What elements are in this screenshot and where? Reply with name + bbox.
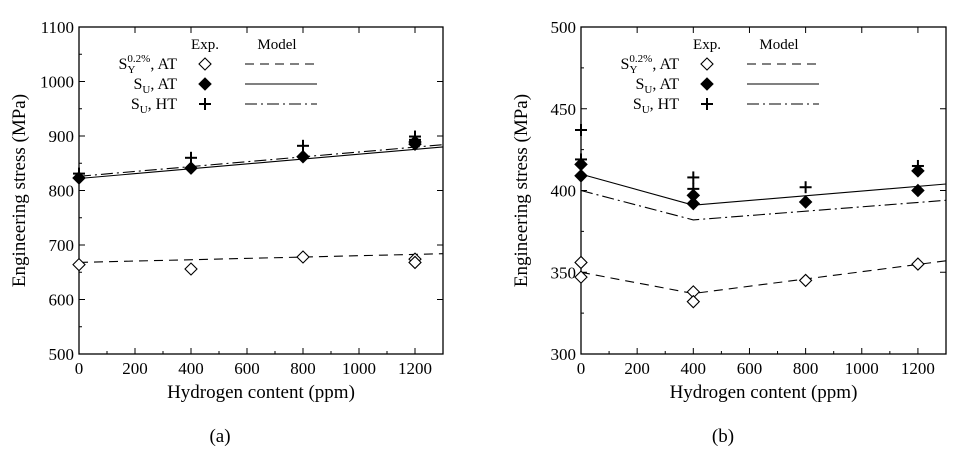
a-y-tick-label-2: 700: [49, 236, 75, 255]
legend-header-exp: Exp.: [693, 37, 721, 53]
a-open-diamond-point-2: [296, 250, 310, 264]
b-filled-diamond-point-1: [574, 169, 588, 183]
a-x-tick-label-0: 0: [75, 359, 84, 378]
b-open-diamond-point-3: [686, 294, 701, 309]
a-open-diamond-point-4: [408, 255, 422, 270]
b-open-diamond-point-0: [574, 255, 588, 270]
b-x-tick-label-1: 200: [624, 359, 650, 378]
b-x-tick-label-0: 0: [577, 359, 586, 378]
b-y-tick-label-3: 450: [551, 100, 577, 119]
b-open-diamond-point-5: [911, 257, 925, 271]
legend-marker-1: [700, 77, 714, 91]
b-y-tick-label-1: 350: [551, 263, 577, 282]
a-y-tick-label-0: 500: [49, 345, 75, 364]
b-open-diamond-point-1: [574, 270, 588, 284]
a-y-tick-label-4: 900: [49, 127, 75, 146]
panel-a: 0 200 400 600 800 1000 1200 500 600 700 800 900 1000…: [9, 18, 444, 403]
b-plus-point-3: [687, 182, 700, 195]
b-filled-diamond-point-3: [686, 196, 701, 211]
a-y-axis-title: Engineering stress (MPa): [9, 94, 30, 287]
b-y-tick-label-4: 500: [551, 18, 577, 37]
a-x-axis-title: Hydrogen content (ppm): [167, 382, 355, 403]
panel-b: 0 200 400 600 800 1000 1200 300 350 400 450 500 Hydr…: [511, 18, 947, 403]
b-plus-point-2: [687, 171, 700, 184]
legend-label-2: SU, HT: [131, 96, 177, 116]
legend-label-1: SU, AT: [133, 76, 177, 96]
legend-marker-2: [701, 98, 713, 110]
a-plus-point-4: [409, 133, 421, 146]
legend-marker-0: [198, 57, 212, 71]
a-y-tick-label-3: 800: [49, 182, 75, 201]
b-filled-diamond-point-6: [911, 183, 925, 198]
a-plus-point-1: [185, 151, 197, 164]
legend-marker-2: [199, 98, 211, 110]
b-filled-diamond-point-4: [798, 195, 813, 209]
legend-marker-0: [700, 57, 714, 71]
b-y-tick-label-2: 400: [551, 182, 577, 201]
a-model-line-dashdot: [78, 144, 444, 177]
b-x-tick-label-3: 600: [737, 359, 763, 378]
a-model-line-solid: [78, 146, 444, 180]
legend-header-model: Model: [257, 37, 296, 53]
b-open-diamond-point-4: [798, 273, 813, 288]
b-x-tick-label-4: 800: [793, 359, 819, 378]
a-y-tick-label-5: 1000: [40, 73, 74, 92]
b-plus-point-0: [575, 124, 587, 137]
a-filled-diamond-point-2: [296, 149, 310, 164]
legend-marker-1: [198, 77, 212, 91]
panel-caption-b: (b): [712, 426, 734, 447]
a-x-tick-label-5: 1000: [342, 359, 376, 378]
b-plus-point-4: [799, 181, 812, 194]
a-y-tick-label-1: 600: [49, 291, 75, 310]
a-x-tick-label-2: 400: [178, 359, 204, 378]
a-x-tick-label-6: 1200: [398, 359, 432, 378]
b-x-axis-title: Hydrogen content (ppm): [670, 382, 858, 403]
panel-caption-a: (a): [209, 426, 230, 447]
b-model-line-solid: [580, 173, 947, 206]
b-x-tick-label-2: 400: [681, 359, 707, 378]
legend-header-model: Model: [759, 37, 798, 53]
b-y-tick-label-0: 300: [551, 345, 577, 364]
a-x-tick-label-1: 200: [122, 359, 148, 378]
b-y-axis-title: Engineering stress (MPa): [511, 94, 532, 287]
a-open-diamond-point-1: [184, 262, 198, 276]
b-model-line-dashed: [580, 260, 947, 295]
b-x-tick-label-6: 1200: [901, 359, 935, 378]
a-x-tick-label-4: 800: [290, 359, 316, 378]
b-plus-point-5: [911, 159, 924, 172]
a-x-tick-label-3: 600: [234, 359, 260, 378]
legend-label-1: SU, AT: [635, 76, 679, 96]
a-plus-point-0: [73, 167, 85, 180]
b-model-line-dashdot: [580, 189, 947, 221]
legend-header-exp: Exp.: [191, 37, 219, 53]
a-plus-point-2: [297, 139, 309, 152]
a-y-tick-label-6: 1100: [41, 18, 74, 37]
a-filled-diamond-point-1: [184, 161, 198, 175]
legend-label-0: SY0.2%, AT: [119, 53, 178, 76]
b-plus-point-1: [575, 153, 587, 166]
legend-label-2: SU, HT: [633, 96, 679, 116]
b-x-tick-label-5: 1000: [845, 359, 879, 378]
legend-label-0: SY0.2%, AT: [621, 53, 680, 76]
a-model-line-dashed: [78, 253, 444, 263]
a-open-diamond-point-0: [72, 257, 86, 272]
